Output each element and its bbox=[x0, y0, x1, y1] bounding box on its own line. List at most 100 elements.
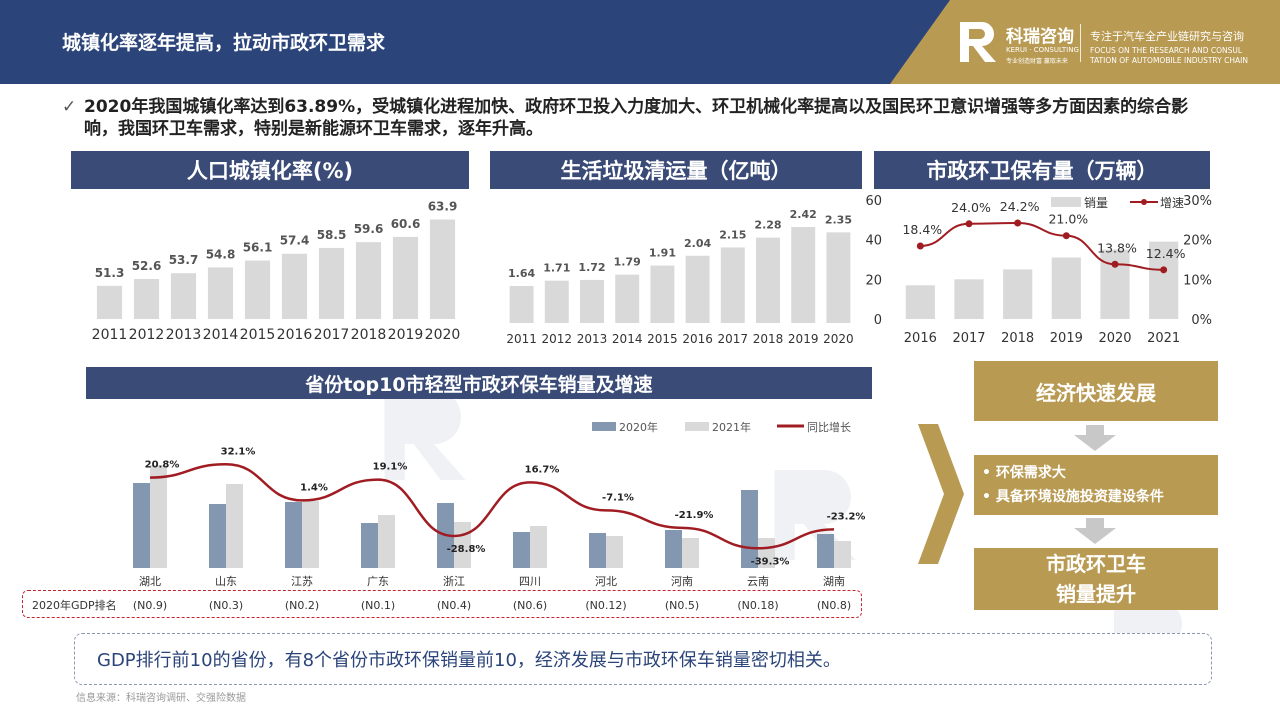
bar bbox=[615, 274, 640, 323]
bar-2020 bbox=[513, 532, 530, 568]
gdp-rank-box bbox=[22, 590, 862, 618]
bar-2021 bbox=[302, 501, 319, 568]
data-label: 1.71 bbox=[543, 262, 570, 275]
slogan-cn: 专注于汽车全产业链研究与咨询 bbox=[1090, 30, 1244, 43]
data-label: 56.1 bbox=[243, 241, 273, 255]
slogan-en-line1: FOCUS ON THE RESEARCH AND CONSUL bbox=[1090, 46, 1243, 55]
legend-swatch bbox=[592, 422, 616, 431]
gdp-rank-heading: 2020年GDP排名 bbox=[32, 598, 117, 612]
line-point bbox=[965, 220, 973, 228]
gdp-rank-label: (N0.1) bbox=[361, 599, 395, 612]
tick-label: 2014 bbox=[612, 332, 643, 346]
growth-label: 20.8% bbox=[145, 460, 180, 471]
y-right-tick: 10% bbox=[1183, 273, 1212, 288]
tick-label: 2020 bbox=[425, 327, 461, 343]
legend-label: 2021年 bbox=[712, 420, 751, 434]
bar-2020 bbox=[589, 533, 606, 568]
data-label: 1.91 bbox=[649, 247, 676, 260]
tick-label: 2017 bbox=[314, 327, 350, 343]
logo-name-en: KERUI · CONSULTING bbox=[1006, 46, 1079, 54]
bar bbox=[650, 265, 675, 323]
tick-label: 2019 bbox=[1050, 331, 1083, 346]
data-label: 21.0% bbox=[1048, 212, 1088, 227]
bar bbox=[318, 247, 345, 319]
data-label: 63.9 bbox=[428, 200, 458, 214]
growth-label: 19.1% bbox=[373, 462, 408, 473]
gdp-rank-label: (N0.3) bbox=[209, 599, 243, 612]
tick-label: 2017 bbox=[718, 332, 749, 346]
tick-label: 湖南 bbox=[823, 575, 845, 588]
gdp-rank-label: (N0.8) bbox=[817, 599, 851, 612]
tick-label: 2011 bbox=[506, 332, 537, 346]
y-left-tick: 40 bbox=[865, 234, 882, 249]
tick-label: 2016 bbox=[904, 331, 937, 346]
y-right-tick: 0% bbox=[1191, 313, 1212, 328]
conclusion-box: GDP排行前10的省份，有8个省份市政环保销量前10，经济发展与市政环保车销量密… bbox=[74, 633, 1212, 685]
tick-label: 河南 bbox=[671, 575, 693, 588]
line-point bbox=[1014, 219, 1022, 227]
legend-label: 同比增长 bbox=[807, 420, 851, 434]
bullet-dot-icon: • bbox=[982, 465, 996, 481]
chart1-title: 人口城镇化率(%) bbox=[71, 151, 469, 189]
data-label: 24.2% bbox=[1000, 199, 1040, 214]
y-left-tick: 0 bbox=[874, 313, 882, 328]
summary-text: 2020年我国城镇化率达到63.89%，受城镇化进程加快、政府环卫投入力度加大、… bbox=[84, 97, 1189, 139]
bar bbox=[355, 242, 382, 319]
data-label: 2.35 bbox=[825, 213, 852, 226]
bar-2021 bbox=[226, 484, 243, 568]
tick-label: 湖北 bbox=[139, 575, 161, 588]
bar-2020 bbox=[817, 534, 834, 568]
page-title: 城镇化率逐年提高，拉动市政环卫需求 bbox=[62, 32, 386, 54]
bar bbox=[720, 247, 745, 323]
tick-label: 2020 bbox=[1098, 331, 1131, 346]
flow-condition-2: 具备环境设施投资建设条件 bbox=[995, 489, 1164, 505]
y-left-tick: 60 bbox=[865, 194, 882, 209]
bar bbox=[1051, 257, 1081, 319]
bar bbox=[756, 237, 780, 323]
data-label: 1.64 bbox=[508, 267, 535, 280]
line-point bbox=[916, 242, 924, 250]
data-label: 53.7 bbox=[169, 253, 199, 267]
tick-label: 2013 bbox=[577, 332, 608, 346]
tick-label: 2015 bbox=[647, 332, 678, 346]
growth-label: -28.8% bbox=[447, 544, 486, 555]
bar-2020 bbox=[285, 502, 302, 568]
header-accent bbox=[890, 0, 1280, 84]
gdp-rank-label: (N0.2) bbox=[285, 599, 319, 612]
data-label: 52.6 bbox=[132, 259, 162, 273]
bar-2021 bbox=[530, 526, 547, 568]
legend-swatch bbox=[1051, 197, 1081, 207]
line-point bbox=[1160, 266, 1168, 274]
bar bbox=[392, 236, 419, 319]
bar bbox=[170, 273, 197, 319]
bar bbox=[96, 285, 123, 319]
tick-label: 2013 bbox=[166, 327, 202, 343]
flow-result-line1: 市政环卫车 bbox=[1046, 552, 1146, 576]
data-label: 18.4% bbox=[902, 222, 942, 237]
bar-2021 bbox=[150, 465, 167, 568]
data-label: 2.15 bbox=[719, 228, 746, 241]
right-arrow-icon bbox=[918, 424, 964, 564]
chart4-title: 省份top10市轻型市政环保车销量及增速 bbox=[86, 367, 872, 399]
growth-label: 16.7% bbox=[525, 464, 560, 475]
data-label: 54.8 bbox=[206, 247, 236, 261]
tick-label: 2014 bbox=[203, 327, 239, 343]
legend-label: 2020年 bbox=[619, 420, 658, 434]
tick-label: 2015 bbox=[240, 327, 276, 343]
urbanization-chart: 51.3 2011 52.6 2012 53.7 2013 54.8 2014 56.1 2015… bbox=[92, 200, 461, 343]
tick-label: 四川 bbox=[519, 575, 541, 588]
line-point bbox=[1111, 260, 1119, 268]
tick-label: 2018 bbox=[1001, 331, 1034, 346]
flow-step-result: 市政环卫车 销量提升 bbox=[974, 548, 1218, 610]
tick-label: 2018 bbox=[753, 332, 784, 346]
down-arrow-icon bbox=[1074, 518, 1116, 544]
bar-2020 bbox=[665, 530, 682, 568]
bar bbox=[580, 279, 604, 323]
bar bbox=[207, 267, 234, 319]
bar-2021 bbox=[834, 541, 851, 568]
bar bbox=[1149, 241, 1179, 319]
tick-label: 广东 bbox=[367, 575, 389, 588]
flow-condition-1: 环保需求大 bbox=[995, 465, 1066, 481]
tick-label: 2021 bbox=[1147, 331, 1180, 346]
gdp-rank-label: (N0.6) bbox=[513, 599, 547, 612]
